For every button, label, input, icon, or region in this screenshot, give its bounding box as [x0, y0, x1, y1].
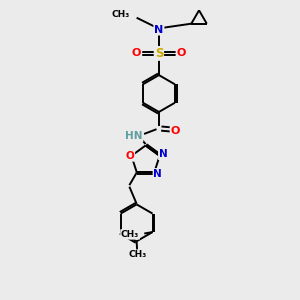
Text: CH₃: CH₃ [112, 10, 130, 19]
Text: O: O [176, 48, 186, 59]
Text: O: O [171, 126, 180, 136]
Text: N: N [159, 149, 168, 159]
Text: O: O [125, 151, 134, 161]
Text: HN: HN [125, 131, 142, 141]
Text: CH₃: CH₃ [121, 230, 139, 239]
Text: O: O [132, 48, 141, 59]
Text: S: S [155, 47, 163, 60]
Text: N: N [154, 169, 162, 179]
Text: N: N [154, 25, 164, 34]
Text: CH₃: CH₃ [128, 250, 146, 259]
